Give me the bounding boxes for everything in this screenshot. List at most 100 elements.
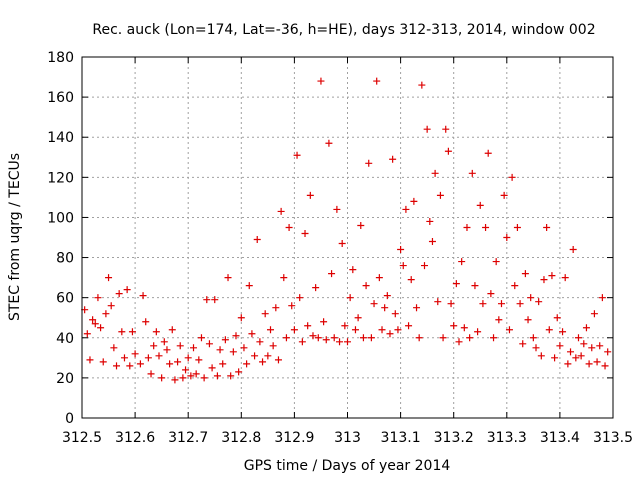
data-point xyxy=(601,362,609,370)
y-tick-label: 40 xyxy=(56,331,74,347)
data-point xyxy=(519,340,527,348)
data-point xyxy=(200,374,208,382)
data-point xyxy=(378,326,386,334)
data-point xyxy=(269,342,277,350)
data-point xyxy=(490,334,498,342)
data-point xyxy=(399,262,407,270)
data-point xyxy=(187,372,195,380)
data-point xyxy=(243,360,251,368)
data-point xyxy=(590,310,598,318)
data-point xyxy=(306,191,314,199)
data-point xyxy=(593,358,601,366)
data-point xyxy=(479,300,487,308)
data-point xyxy=(553,314,561,322)
data-point xyxy=(391,310,399,318)
data-point xyxy=(86,356,94,364)
data-point xyxy=(136,360,144,368)
y-tick-label: 60 xyxy=(56,291,74,307)
data-point xyxy=(264,352,272,360)
data-point xyxy=(468,169,476,177)
x-tick-label: 312.9 xyxy=(274,430,314,446)
data-point xyxy=(142,318,150,326)
data-point xyxy=(221,336,229,344)
data-point xyxy=(288,302,296,310)
data-point xyxy=(508,173,516,181)
data-point xyxy=(351,326,359,334)
data-point xyxy=(455,338,463,346)
data-point xyxy=(431,169,439,177)
data-point xyxy=(97,324,105,332)
data-point xyxy=(450,322,458,330)
data-point xyxy=(314,334,322,342)
data-point xyxy=(107,302,115,310)
data-point xyxy=(309,332,317,340)
x-tick-label: 313 xyxy=(334,430,361,446)
data-point xyxy=(298,338,306,346)
data-point xyxy=(572,354,580,362)
data-point xyxy=(511,282,519,290)
data-point xyxy=(113,362,121,370)
y-tick-label: 180 xyxy=(47,50,74,66)
data-point xyxy=(333,205,341,213)
y-tick-label: 80 xyxy=(56,251,74,267)
data-point xyxy=(147,370,155,378)
data-point xyxy=(158,374,166,382)
x-tick-label: 313.1 xyxy=(381,430,421,446)
data-point xyxy=(296,294,304,302)
chart-title: Rec. auck (Lon=174, Lat=-36, h=HE), days… xyxy=(92,22,595,38)
y-tick-label: 0 xyxy=(65,411,74,427)
y-tick-label: 160 xyxy=(47,90,74,106)
data-point xyxy=(128,328,136,336)
data-point xyxy=(182,366,190,374)
data-point xyxy=(386,330,394,338)
x-tick-label: 313.2 xyxy=(434,430,474,446)
data-point xyxy=(458,258,466,266)
data-point xyxy=(415,334,423,342)
data-point xyxy=(410,197,418,205)
data-point xyxy=(99,358,107,366)
data-point xyxy=(301,229,309,237)
data-point xyxy=(373,77,381,85)
data-point xyxy=(535,298,543,306)
data-point xyxy=(476,201,484,209)
data-point xyxy=(598,294,606,302)
data-point xyxy=(389,155,397,163)
data-point xyxy=(267,326,275,334)
data-point xyxy=(402,205,410,213)
data-point xyxy=(383,292,391,300)
data-point xyxy=(413,304,421,312)
data-point xyxy=(152,328,160,336)
data-point xyxy=(320,318,328,326)
data-point xyxy=(277,207,285,215)
data-point xyxy=(556,342,564,350)
data-point xyxy=(176,342,184,350)
data-point xyxy=(216,346,224,354)
data-point xyxy=(224,274,232,282)
data-point xyxy=(259,358,267,366)
data-point xyxy=(492,258,500,266)
data-point xyxy=(150,342,158,350)
y-axis-label: STEC from uqrg / TECUs xyxy=(7,153,23,321)
data-point xyxy=(174,358,182,366)
data-point xyxy=(349,266,357,274)
data-point xyxy=(513,223,521,231)
data-point xyxy=(160,338,168,346)
data-point xyxy=(543,223,551,231)
data-point xyxy=(285,223,293,231)
data-point xyxy=(407,276,415,284)
data-point xyxy=(91,320,99,328)
data-point xyxy=(452,280,460,288)
data-point xyxy=(524,316,532,324)
y-tick-label: 120 xyxy=(47,170,74,186)
data-point xyxy=(322,336,330,344)
data-point xyxy=(428,238,436,246)
data-point xyxy=(426,217,434,225)
y-tick-label: 140 xyxy=(47,130,74,146)
data-point xyxy=(237,314,245,322)
data-point xyxy=(442,125,450,133)
data-point xyxy=(272,304,280,312)
data-point xyxy=(444,147,452,155)
data-point xyxy=(436,191,444,199)
data-point xyxy=(375,274,383,282)
data-point xyxy=(596,342,604,350)
